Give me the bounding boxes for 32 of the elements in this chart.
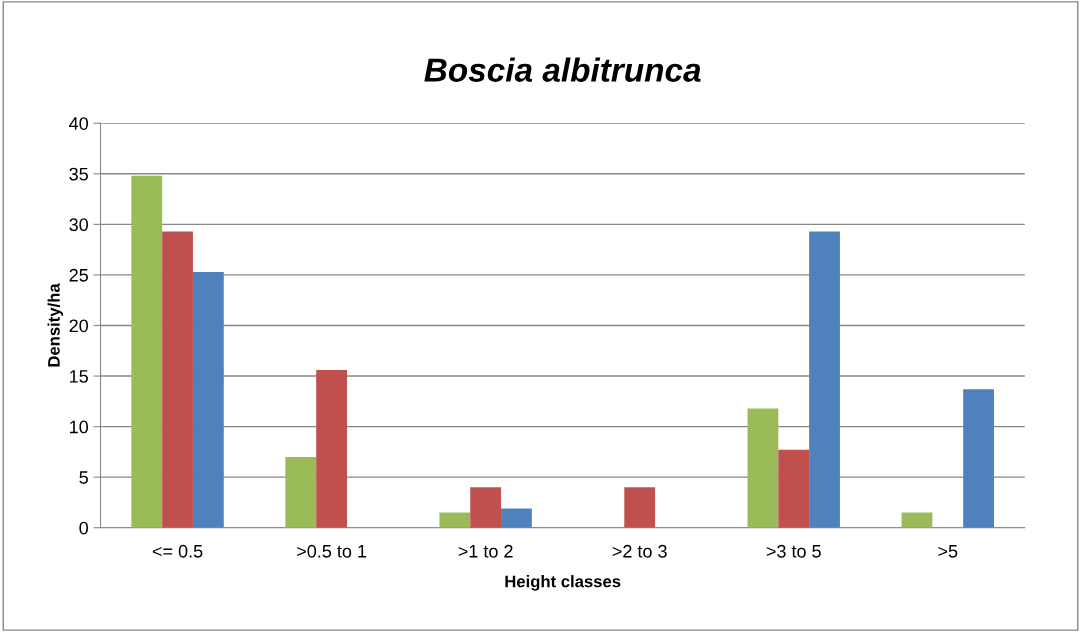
bar xyxy=(131,175,163,528)
x-tick-label: >1 to 2 xyxy=(458,544,513,558)
bar xyxy=(470,487,502,528)
y-tick-label: 40 xyxy=(69,117,89,130)
bar xyxy=(316,369,347,528)
x-tick-label: >5 xyxy=(938,545,958,558)
y-tick-label: 10 xyxy=(70,420,89,434)
bar xyxy=(901,512,933,528)
bar xyxy=(624,487,656,528)
y-tick-label: 5 xyxy=(79,471,88,484)
y-axis-title: Density/ha xyxy=(47,283,64,367)
x-tick-label: >3 to 5 xyxy=(766,544,821,558)
x-tick-label: <= 0.5 xyxy=(152,544,203,558)
bar xyxy=(439,512,471,528)
bar xyxy=(192,271,224,528)
y-tick-label: 15 xyxy=(70,370,88,383)
y-tick-label: 35 xyxy=(69,167,88,181)
bar xyxy=(162,231,193,528)
x-tick-label: >0.5 to 1 xyxy=(297,544,367,558)
bar xyxy=(285,456,317,528)
bar xyxy=(809,231,840,528)
bar xyxy=(747,408,779,528)
chart-title: Boscia albitrunca xyxy=(424,57,701,82)
y-tick-label: 20 xyxy=(69,319,89,333)
y-tick-label: 0 xyxy=(79,521,89,535)
bar xyxy=(963,389,994,528)
y-tick-label: 25 xyxy=(69,268,88,282)
bar xyxy=(501,508,532,528)
x-axis-title: Height classes xyxy=(505,575,621,591)
y-tick-label: 30 xyxy=(69,218,89,232)
bar xyxy=(778,449,810,528)
x-tick-label: >2 to 3 xyxy=(612,544,667,558)
